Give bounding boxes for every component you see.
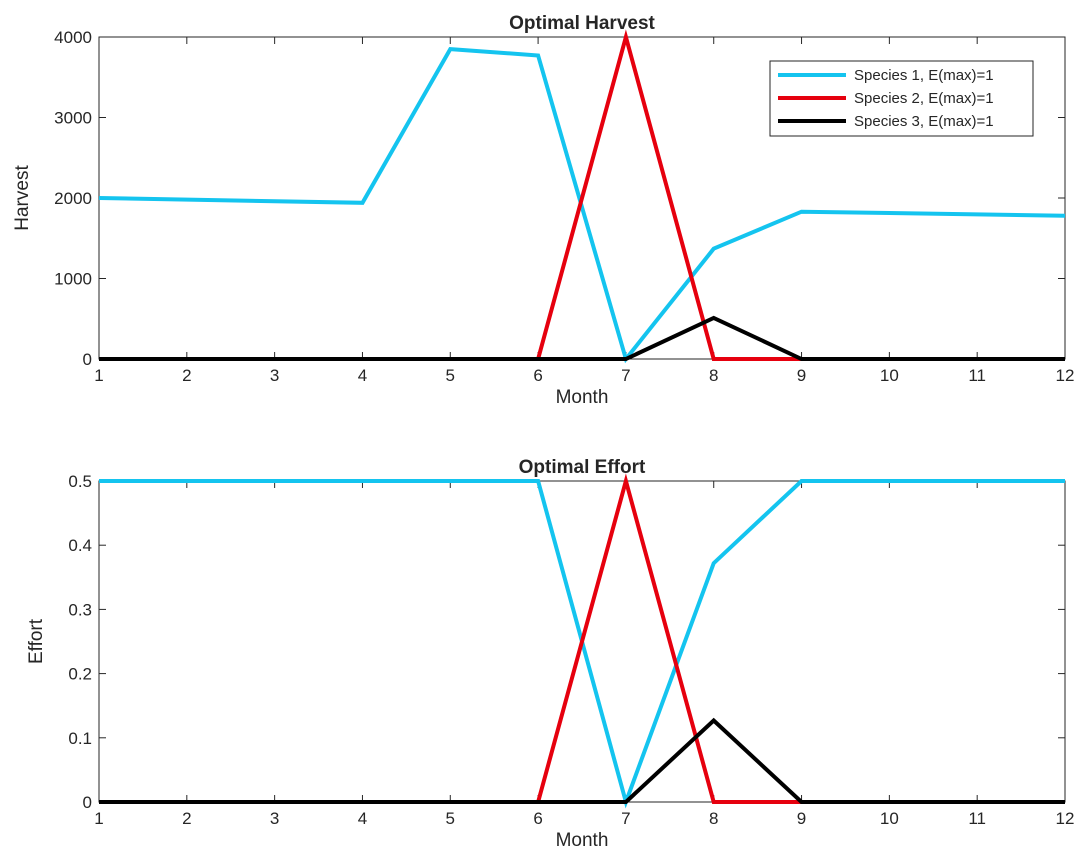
series-line-1: [98, 47, 1066, 364]
x-tick-label: 1: [94, 366, 103, 385]
x-tick-label: 10: [880, 809, 899, 828]
x-tick-label: 11: [968, 366, 986, 385]
x-tick-label: 4: [358, 809, 367, 828]
x-tick-label: 2: [182, 366, 191, 385]
legend: Species 1, E(max)=1 Species 2, E(max)=1 Sp…: [769, 60, 1034, 137]
y-tick-label: 1000: [54, 270, 92, 289]
x-tick-label: 9: [797, 809, 806, 828]
x-tick-label: 7: [621, 366, 630, 385]
y-tick-label: 2000: [54, 189, 92, 208]
y-axis-label: Effort: [26, 618, 47, 664]
series-line-3: [99, 315, 1065, 361]
x-tick-label: 9: [797, 366, 806, 385]
x-axis-label: Month: [556, 387, 609, 408]
series-line-2: [99, 473, 1065, 804]
x-tick-label: 7: [621, 809, 630, 828]
y-tick-label: 0: [83, 350, 92, 369]
legend-label: Species 1, E(max)=1: [854, 67, 994, 84]
y-axis-label: Harvest: [12, 165, 33, 231]
y-tick-label: 3000: [54, 109, 92, 128]
chart-title: Optimal Harvest: [509, 13, 655, 34]
x-tick-label: 12: [1056, 366, 1075, 385]
x-tick-label: 4: [358, 366, 367, 385]
x-tick-label: 1: [94, 809, 103, 828]
x-tick-label: 10: [880, 366, 899, 385]
series-line-3: [99, 717, 1065, 804]
y-tick-label: 0.2: [68, 665, 92, 684]
y-tick-label: 0.1: [68, 729, 92, 748]
x-tick-label: 12: [1056, 809, 1075, 828]
x-tick-label: 5: [446, 366, 455, 385]
x-tick-label: 3: [270, 809, 279, 828]
y-tick-label: 4000: [54, 28, 92, 47]
x-tick-label: 5: [446, 809, 455, 828]
y-tick-label: 0: [83, 793, 92, 812]
x-axis-label: Month: [556, 830, 609, 851]
subplot-1: 1 2 3 4 5 6 7 8 9 10 11 1201000200030004000Optimal …: [12, 13, 1074, 408]
x-tick-label: 6: [533, 366, 542, 385]
y-tick-label: 0.5: [68, 472, 92, 491]
x-tick-label: 6: [533, 809, 542, 828]
x-tick-label: 2: [182, 809, 191, 828]
legend-label: Species 2, E(max)=1: [854, 90, 994, 107]
y-tick-label: 0.4: [68, 536, 92, 555]
x-tick-label: 3: [270, 366, 279, 385]
x-tick-label: 8: [709, 366, 718, 385]
legend-label: Species 3, E(max)=1: [854, 113, 994, 130]
x-tick-label: 11: [968, 809, 986, 828]
chart-title: Optimal Effort: [519, 457, 646, 478]
x-tick-label: 8: [709, 809, 718, 828]
y-tick-label: 0.3: [68, 600, 92, 619]
series-line-1: [99, 479, 1065, 809]
